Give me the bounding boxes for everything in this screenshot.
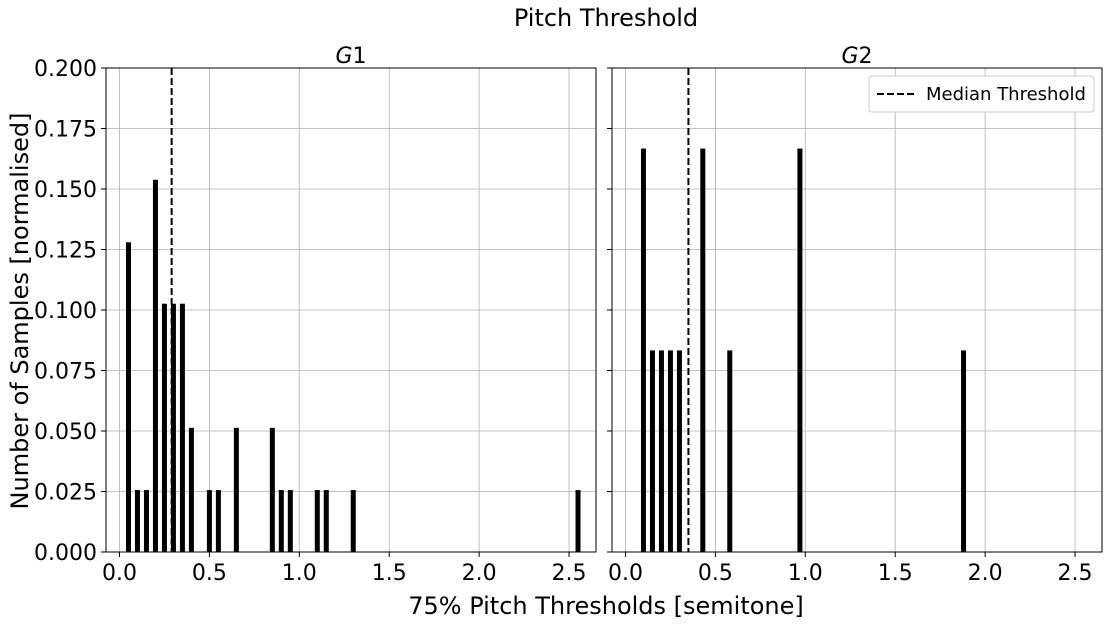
histogram-bar (269, 427, 275, 552)
y-tick-label: 0.075 (34, 360, 97, 385)
histogram-bar (233, 427, 239, 552)
histogram-bar (206, 490, 212, 552)
x-tick-label: 2.0 (462, 561, 497, 586)
x-tick-label: 0.5 (698, 561, 733, 586)
panel-title-sub: 1 (353, 44, 367, 69)
panel-title-main: G (841, 44, 858, 69)
panel-g2: 0.0 0.5 1.0 1.5 2.0 2.5 G2 Median Threshold (607, 44, 1103, 586)
legend: Median Threshold (868, 75, 1095, 113)
histogram-bar (179, 303, 185, 552)
y-tick-label: 0.150 (34, 178, 97, 203)
histogram-bar (152, 179, 158, 552)
x-tick-label: 0.5 (192, 561, 227, 586)
x-tick-label: 1.0 (788, 561, 823, 586)
histogram-bar (314, 490, 320, 552)
y-tick-label: 0.000 (34, 541, 97, 566)
histogram-bar (323, 490, 329, 552)
x-tick-label: 2.0 (968, 561, 1003, 586)
figure-ylabel: Number of Samples [normalised] (6, 113, 34, 510)
x-tick-label: 2.5 (1058, 561, 1093, 586)
histogram-bar (676, 350, 682, 552)
x-tick-label: 1.5 (372, 561, 407, 586)
histogram-bar (575, 490, 581, 552)
histogram-bar (961, 350, 967, 552)
histogram-bar (797, 148, 803, 552)
x-tick-label: 1.0 (282, 561, 317, 586)
y-tick-label: 0.175 (34, 118, 97, 143)
histogram-bar (640, 148, 646, 552)
y-tick-label: 0.025 (34, 481, 97, 506)
histogram-bar (188, 427, 194, 552)
panel-title: G2 (841, 44, 872, 69)
histogram-bar (143, 490, 149, 552)
x-tick-label: 0.0 (102, 561, 137, 586)
y-tick-label: 0.200 (34, 57, 97, 82)
legend-frame (868, 75, 1095, 113)
panel-title-main: G (335, 44, 352, 69)
histogram-bar (161, 303, 167, 552)
histogram-bar (667, 350, 673, 552)
y-tick-label: 0.100 (34, 299, 97, 324)
panel-title-sub: 2 (859, 44, 873, 69)
histogram-bar (649, 350, 655, 552)
panel-g1: 0.0 0.5 1.0 1.5 2.0 2.5 0.000 0.025 0.050 0.075 0.… (34, 44, 597, 586)
histogram-bar (700, 148, 706, 552)
histogram-bar (350, 490, 356, 552)
y-tick-label: 0.125 (34, 239, 97, 264)
histogram-bar (658, 350, 664, 552)
y-tick-label: 0.050 (34, 420, 97, 445)
histogram-bar (215, 490, 221, 552)
histogram-bar (134, 490, 140, 552)
histogram-bar (170, 303, 176, 552)
histogram-bar (727, 350, 733, 552)
x-tick-label: 1.5 (878, 561, 913, 586)
x-tick-label: 2.5 (552, 561, 587, 586)
panel-title: G1 (335, 44, 366, 69)
x-tick-label: 0.0 (608, 561, 643, 586)
histogram-bar (125, 242, 131, 553)
figure-suptitle: Pitch Threshold (514, 4, 698, 32)
histogram-bar (287, 490, 293, 552)
legend-label: Median Threshold (926, 84, 1086, 105)
histogram-bar (278, 490, 284, 552)
figure-xlabel: 75% Pitch Thresholds [semitone] (408, 592, 804, 620)
